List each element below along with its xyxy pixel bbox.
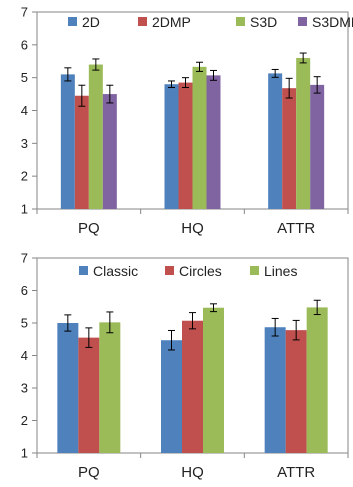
x-category-label: HQ	[181, 464, 204, 481]
legend-label-s3dmp: S3DMP	[312, 14, 353, 30]
legend-swatch-circles	[165, 266, 174, 275]
bar-classic-hq	[161, 340, 182, 453]
y-tick-label: 7	[21, 251, 28, 266]
bar-s3d-attr	[296, 57, 311, 209]
y-tick-label: 5	[21, 316, 28, 331]
x-category-label: PQ	[78, 220, 100, 237]
x-category-label: PQ	[78, 464, 100, 481]
bar-s3dmp-pq	[102, 94, 117, 209]
bottom-bar-chart: 1 2 3 4 5 6 7 PQ HQ ATTR Classic Circles Lines	[21, 251, 349, 481]
legend-swatch-classic	[79, 266, 88, 275]
y-tick-label: 2	[21, 413, 28, 428]
legend-swatch-2d	[68, 17, 77, 26]
y-tick-label: 3	[21, 381, 28, 396]
y-tick-label: 7	[21, 5, 28, 20]
legend-swatch-2dmp	[138, 17, 147, 26]
bar-s3dmp-attr	[310, 84, 325, 209]
legend-swatch-s3dmp	[298, 17, 307, 26]
legend-label-circles: Circles	[179, 263, 222, 279]
bar-s3d-hq	[192, 66, 207, 209]
bar-lines-attr	[306, 307, 328, 453]
y-tick-label: 1	[21, 446, 28, 461]
legend-label-2d: 2D	[82, 14, 100, 30]
top-bar-chart: 1 2 3 4 5 6 7 PQ HQ ATTR 2D 2DMP S3D S3DMP	[21, 5, 353, 238]
bar-circles-hq	[182, 320, 203, 453]
bar-s3d-pq	[88, 64, 103, 210]
legend-swatch-s3d	[236, 17, 245, 26]
bar-lines-hq	[203, 307, 224, 453]
bar-2dmp-hq	[178, 82, 193, 209]
legend-label-2dmp: 2DMP	[152, 14, 191, 30]
bar-2dmp-pq	[74, 95, 89, 209]
y-tick-label: 6	[21, 37, 28, 52]
bar-s3dmp-hq	[206, 75, 221, 209]
bar-lines-pq	[99, 322, 121, 453]
y-tick-label: 3	[21, 136, 28, 151]
legend-swatch-lines	[250, 266, 259, 275]
bar-circles-attr	[285, 330, 307, 453]
y-tick-label: 1	[21, 202, 28, 217]
bar-2dmp-attr	[282, 88, 297, 209]
x-category-label: ATTR	[277, 464, 315, 481]
y-tick-label: 2	[21, 169, 28, 184]
bar-classic-attr	[264, 327, 286, 453]
legend-label-lines: Lines	[264, 263, 297, 279]
legend-label-s3d: S3D	[250, 14, 277, 30]
y-tick-label: 4	[21, 103, 28, 118]
bar-2d-pq	[60, 74, 75, 209]
bar-2d-hq	[164, 84, 179, 209]
bar-classic-pq	[57, 323, 79, 453]
bar-2d-attr	[268, 73, 283, 209]
x-category-label: HQ	[181, 220, 204, 237]
legend-label-classic: Classic	[93, 263, 138, 279]
y-tick-label: 5	[21, 70, 28, 85]
y-tick-label: 6	[21, 283, 28, 298]
x-category-label: ATTR	[277, 220, 315, 237]
y-tick-label: 4	[21, 348, 28, 363]
bar-circles-pq	[78, 337, 100, 453]
